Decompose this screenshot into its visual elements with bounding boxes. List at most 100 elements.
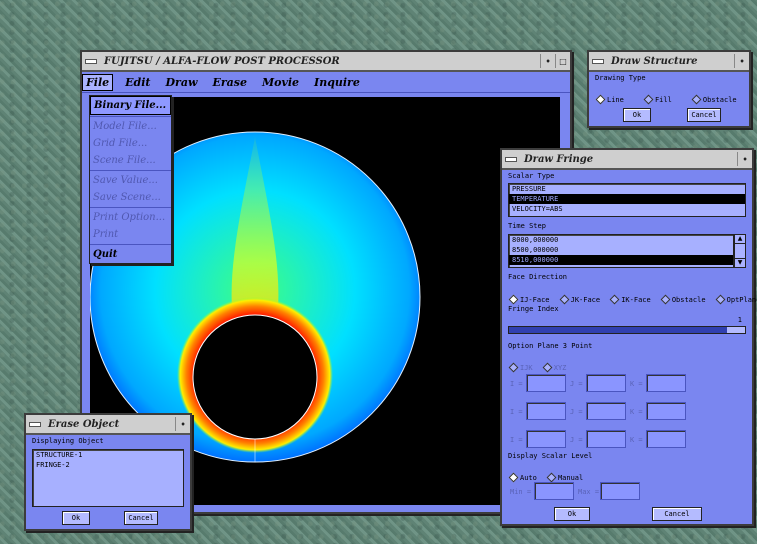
face-direction-group: IJ-Face JK-Face IK-Face Obstacle OptPlan… [508,288,757,307]
menu-separator [90,244,171,245]
scroll-up-icon[interactable]: ▲ [735,235,745,244]
list-item[interactable]: FRINGE-2 [36,461,70,469]
min-field[interactable] [534,482,574,500]
erase-object-dialog: Erase Object • Displaying Object STRUCTU… [24,413,192,531]
list-item[interactable]: 8000,000000 [512,236,559,244]
radio-ik-face[interactable]: IK-Face [609,294,651,305]
radio-manual[interactable]: Manual [546,472,583,483]
main-titlebar[interactable]: FUJITSU / ALFA-FLOW POST PROCESSOR • □ [82,52,570,72]
list-item-selected[interactable]: 8510,000000 [509,255,733,265]
radio-jk-face[interactable]: JK-Face [559,294,600,305]
list-item[interactable]: STRUCTURE-1 [36,451,83,459]
menu-movie[interactable]: Movie [261,75,300,89]
radio-icon [691,94,702,105]
radio-icon [660,294,671,305]
radio-optplane[interactable]: OptPlane [715,294,757,305]
coord-j-field-2[interactable] [586,402,626,420]
scalar-type-list[interactable]: PRESSURE TEMPERATURE VELOCITY=ABS [508,183,746,217]
ok-button[interactable]: Ok [554,507,590,521]
min-label: Min = [510,488,532,496]
temperature-fringe-plot [89,131,421,463]
menu-file[interactable]: File [82,73,114,91]
list-item-selected[interactable]: TEMPERATURE [509,194,745,204]
slider-thumb[interactable] [727,327,745,333]
ok-button[interactable]: Ok [62,511,90,525]
menu-draw[interactable]: Draw [165,75,198,89]
coord-k-label: K = [630,380,643,388]
menu-item-print-option[interactable]: Print Option... [93,212,166,223]
menu-item-save-scene[interactable]: Save Scene... [93,192,161,203]
menu-inquire[interactable]: Inquire [314,75,360,89]
draw-structure-titlebar[interactable]: Draw Structure • [589,52,749,72]
radio-xyz[interactable]: XYZ [542,362,566,373]
time-step-list[interactable]: 8000,000000 8500,000000 8510,000000 [508,234,734,268]
coord-i-field-2[interactable] [526,402,566,420]
window-menu-icon[interactable] [504,152,518,166]
fringe-index-slider[interactable] [508,326,746,334]
time-step-scrollbar[interactable]: ▲ ▼ [734,234,746,268]
menu-erase[interactable]: Erase [212,75,247,89]
face-direction-label: Face Direction [508,273,568,281]
coord-j-label: J = [570,408,583,416]
coord-i-label: I = [510,408,523,416]
menu-separator [90,207,171,208]
menu-separator [90,170,171,171]
radio-ij-face-label: IJ-Face [520,295,550,304]
radio-obstacle[interactable]: Obstacle [691,94,737,105]
minimize-icon[interactable]: • [737,152,752,166]
menu-item-save-value[interactable]: Save Value... [93,175,158,186]
menu-item-binary-file[interactable]: Binary File... [90,96,171,115]
radio-line[interactable]: Line [595,94,624,105]
menu-edit[interactable]: Edit [125,75,151,89]
option-plane-group: IJK XYZ [508,356,572,375]
list-item[interactable]: PRESSURE [512,185,546,193]
scalar-level-group: Auto Manual [508,466,589,485]
menu-item-scene-file[interactable]: Scene File... [93,155,156,166]
coord-i-label: I = [510,436,523,444]
scroll-down-icon[interactable]: ▼ [735,258,745,267]
maximize-icon[interactable]: □ [555,54,570,68]
minimize-icon[interactable]: • [175,417,190,431]
radio-ijk[interactable]: IJK [508,362,533,373]
minimize-icon[interactable]: • [540,54,555,68]
coord-k-field-1[interactable] [646,374,686,392]
menu-item-model-file[interactable]: Model File... [93,121,157,132]
radio-icon [643,94,654,105]
cancel-button[interactable]: Cancel [652,507,702,521]
menu-bar: File Edit Draw Erase Movie Inquire [82,72,570,93]
option-plane-label: Option Plane 3 Point [508,342,593,350]
radio-icon [546,472,557,483]
coord-i-field-1[interactable] [526,374,566,392]
window-menu-icon[interactable] [591,54,605,68]
menu-item-print[interactable]: Print [93,229,119,240]
radio-icon [508,362,519,373]
erase-object-titlebar[interactable]: Erase Object • [26,415,190,435]
inner-hole [192,314,318,440]
draw-fringe-titlebar[interactable]: Draw Fringe • [502,150,752,170]
window-menu-icon[interactable] [28,417,42,431]
menu-item-grid-file[interactable]: Grid File... [93,138,148,149]
time-step-label: Time Step [508,222,546,230]
radio-obstacle[interactable]: Obstacle [660,294,706,305]
coord-j-field-3[interactable] [586,430,626,448]
cancel-button[interactable]: Cancel [124,511,158,525]
displaying-object-list[interactable]: STRUCTURE-1 FRINGE-2 [32,449,184,507]
minimize-icon[interactable]: • [734,54,749,68]
draw-structure-dialog: Draw Structure • Drawing Type Line Fill … [587,50,751,128]
radio-fill[interactable]: Fill [643,94,672,105]
coord-k-field-2[interactable] [646,402,686,420]
coord-j-field-1[interactable] [586,374,626,392]
coord-k-field-3[interactable] [646,430,686,448]
max-field[interactable] [600,482,640,500]
cancel-button[interactable]: Cancel [687,108,721,122]
radio-selected-icon [595,94,606,105]
radio-auto[interactable]: Auto [508,472,537,483]
list-item[interactable]: VELOCITY=ABS [512,205,563,213]
menu-item-quit[interactable]: Quit [93,249,118,260]
window-menu-icon[interactable] [84,54,98,68]
ok-button[interactable]: Ok [623,108,651,122]
coord-k-label: K = [630,408,643,416]
radio-ij-face[interactable]: IJ-Face [508,294,550,305]
coord-i-field-3[interactable] [526,430,566,448]
list-item[interactable]: 8500,000000 [512,246,559,254]
